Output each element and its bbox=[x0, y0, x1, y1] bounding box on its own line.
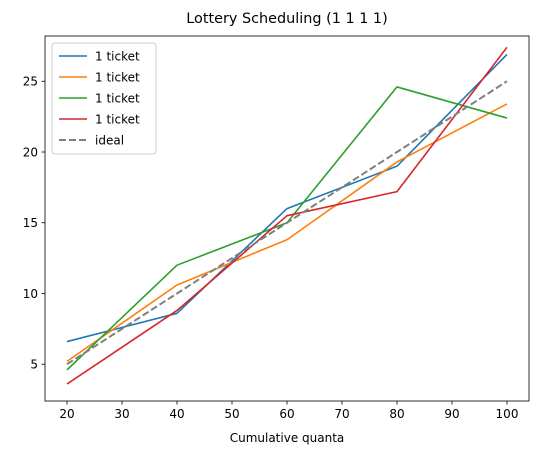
x-tick-label: 80 bbox=[389, 407, 404, 421]
chart-title: Lottery Scheduling (1 1 1 1) bbox=[186, 11, 387, 27]
legend-label-5: ideal bbox=[95, 133, 124, 147]
x-tick-label: 60 bbox=[279, 407, 294, 421]
legend-label-3: 1 ticket bbox=[95, 91, 140, 105]
x-axis-title: Cumulative quanta bbox=[230, 431, 345, 445]
y-tick-label: 5 bbox=[30, 358, 38, 372]
x-tick-label: 70 bbox=[334, 407, 349, 421]
x-tick-label: 100 bbox=[496, 407, 519, 421]
x-tick-label: 30 bbox=[114, 407, 129, 421]
plot-area bbox=[66, 46, 508, 385]
legend-label-2: 1 ticket bbox=[95, 70, 140, 84]
x-tick-label: 20 bbox=[59, 407, 74, 421]
axes: 20 30 40 50 60 70 80 90 100 5 10 15 20 25 bbox=[23, 35, 530, 421]
legend-label-1: 1 ticket bbox=[95, 49, 140, 63]
x-tick-label: 90 bbox=[444, 407, 459, 421]
y-tick-label: 25 bbox=[23, 75, 38, 89]
legend-box bbox=[51, 42, 157, 155]
series-line-4 bbox=[66, 46, 508, 385]
x-tick-label: 40 bbox=[169, 407, 184, 421]
y-tick-label: 20 bbox=[23, 145, 38, 159]
legend-label-4: 1 ticket bbox=[95, 112, 140, 126]
y-tick-label: 10 bbox=[23, 287, 38, 301]
series-line-5 bbox=[66, 80, 508, 366]
legend: 1 ticket 1 ticket 1 ticket 1 ticket ideal bbox=[51, 42, 157, 155]
x-tick-label: 50 bbox=[224, 407, 239, 421]
y-tick-label: 15 bbox=[23, 216, 38, 230]
